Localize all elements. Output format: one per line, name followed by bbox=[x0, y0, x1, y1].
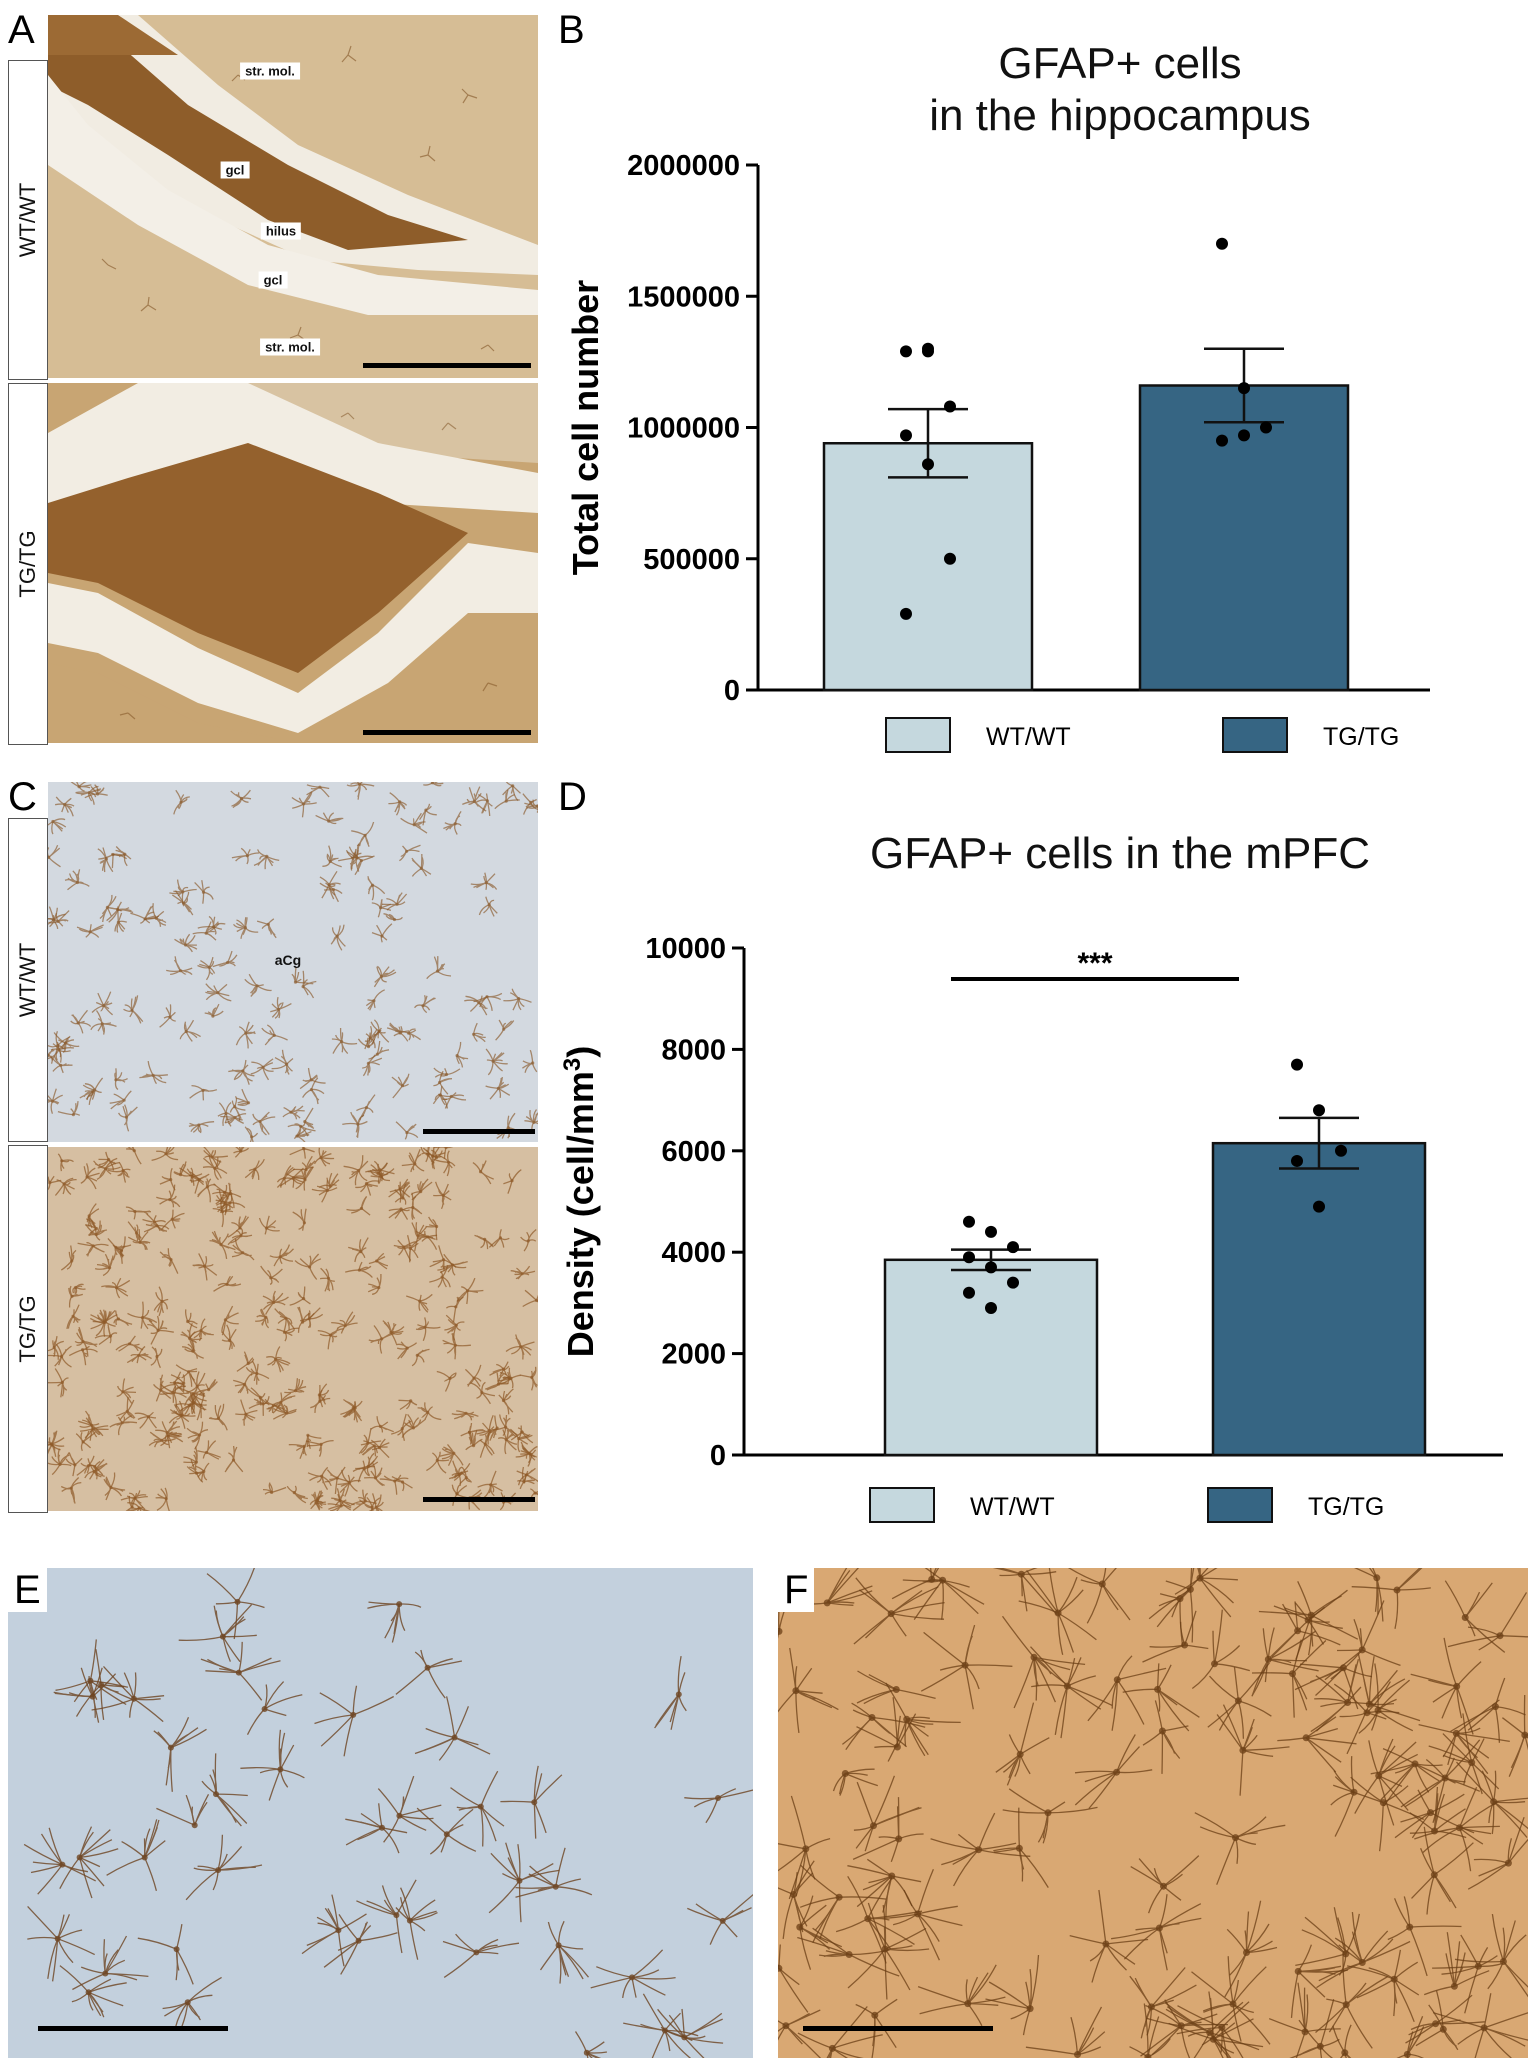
data-point bbox=[1313, 1104, 1325, 1117]
legend-swatch bbox=[1207, 1487, 1273, 1523]
astrocytes-tg-micrograph bbox=[778, 1568, 1528, 2058]
y-tick-label: 1500000 bbox=[627, 281, 740, 313]
hippocampus-wt-micrograph: str. mol. gcl hilus gcl str. mol. bbox=[48, 15, 538, 378]
chart-d: 0 2000 4000 6000 8000 10000 Density (cell/mm3)… bbox=[559, 933, 1503, 1523]
data-point bbox=[900, 607, 912, 620]
data-point bbox=[1313, 1200, 1325, 1213]
legend-label: WT/WT bbox=[986, 723, 1071, 751]
y-axis-label: Density (cell/mm3) bbox=[559, 1046, 602, 1357]
data-point bbox=[963, 1286, 975, 1299]
annotation-str-mol-top: str. mol. bbox=[240, 62, 300, 80]
tg-row-label: TG/TG bbox=[15, 530, 40, 598]
wt-row-label: WT/WT bbox=[15, 182, 40, 258]
y-axis-label: Total cell number bbox=[565, 280, 606, 575]
panel-a-letter: A bbox=[2, 8, 41, 52]
bar-TG/TG bbox=[1211, 1141, 1427, 1457]
annotation-gcl-bottom: gcl bbox=[258, 271, 288, 289]
data-point bbox=[1216, 434, 1228, 447]
data-point bbox=[1335, 1144, 1347, 1157]
legend-label: TG/TG bbox=[1308, 1493, 1384, 1521]
y-tick-label: 8000 bbox=[661, 1034, 726, 1066]
tg-row-label: TG/TG bbox=[15, 1295, 40, 1363]
panel-c-row1-label: WT/WT bbox=[8, 818, 48, 1142]
data-point bbox=[922, 458, 934, 471]
scale-bar bbox=[423, 1129, 535, 1134]
y-tick-label: 500000 bbox=[643, 544, 740, 576]
legend-label: WT/WT bbox=[970, 1493, 1055, 1521]
data-point bbox=[922, 345, 934, 358]
panel-a-row1-label: WT/WT bbox=[8, 60, 48, 380]
data-point bbox=[1238, 382, 1250, 395]
data-point bbox=[963, 1215, 975, 1228]
panel-d-letter: D bbox=[552, 775, 593, 819]
legend-swatch bbox=[869, 1487, 935, 1523]
data-point bbox=[900, 429, 912, 442]
hippocampus-tg-micrograph bbox=[48, 383, 538, 743]
mpfc-wt-micrograph: aCg bbox=[48, 782, 538, 1142]
significance-label: *** bbox=[1077, 947, 1112, 980]
scale-bar bbox=[363, 730, 531, 735]
y-tick-label: 2000 bbox=[661, 1339, 726, 1371]
panel-e-letter: E bbox=[8, 1568, 47, 1612]
data-point bbox=[1007, 1241, 1019, 1254]
y-tick-label: 1000000 bbox=[627, 413, 740, 445]
data-point bbox=[985, 1225, 997, 1238]
legend-swatch bbox=[885, 717, 951, 753]
data-point bbox=[1291, 1058, 1303, 1071]
chart-b-title: GFAP+ cells in the hippocampus bbox=[929, 39, 1311, 140]
bar-WT/WT bbox=[822, 442, 1034, 692]
scale-bar bbox=[423, 1497, 535, 1502]
wt-row-label: WT/WT bbox=[15, 942, 40, 1018]
scale-bar bbox=[803, 2026, 993, 2031]
scale-bar bbox=[38, 2026, 228, 2031]
data-point bbox=[1291, 1154, 1303, 1167]
y-tick-label: 6000 bbox=[661, 1136, 726, 1168]
panel-a-row2-label: TG/TG bbox=[8, 383, 48, 745]
annotation-str-mol-bottom: str. mol. bbox=[260, 338, 320, 356]
data-point bbox=[944, 552, 956, 565]
astrocytes-wt-micrograph bbox=[8, 1568, 753, 2058]
data-point bbox=[900, 345, 912, 358]
legend-label: TG/TG bbox=[1323, 723, 1399, 751]
panel-c-letter: C bbox=[2, 775, 43, 819]
data-point bbox=[1238, 429, 1250, 442]
data-point bbox=[963, 1251, 975, 1264]
legend-swatch bbox=[1222, 717, 1288, 753]
annotation-gcl-top: gcl bbox=[220, 161, 250, 179]
panel-c-row2-label: TG/TG bbox=[8, 1145, 48, 1513]
data-point bbox=[944, 400, 956, 413]
data-point bbox=[1216, 237, 1228, 250]
panel-f-letter: F bbox=[778, 1568, 815, 1612]
scale-bar bbox=[363, 363, 531, 368]
chart-d-title: GFAP+ cells in the mPFC bbox=[869, 829, 1371, 878]
annotation-acg: aCg bbox=[274, 952, 302, 968]
data-point bbox=[1260, 421, 1272, 434]
chart-b: 0 500000 1000000 1500000 2000000 Total cell n… bbox=[565, 150, 1430, 753]
data-point bbox=[985, 1301, 997, 1314]
mpfc-tg-micrograph bbox=[48, 1147, 538, 1511]
annotation-hilus: hilus bbox=[260, 222, 302, 240]
y-tick-label: 10000 bbox=[645, 933, 726, 965]
y-tick-label: 4000 bbox=[661, 1237, 726, 1269]
data-point bbox=[1007, 1276, 1019, 1289]
data-point bbox=[985, 1261, 997, 1274]
bar-WT/WT bbox=[883, 1258, 1099, 1457]
y-tick-label: 0 bbox=[724, 675, 740, 707]
panel-b-letter: B bbox=[552, 8, 591, 52]
y-tick-label: 2000000 bbox=[627, 150, 740, 182]
y-tick-label: 0 bbox=[710, 1440, 726, 1472]
